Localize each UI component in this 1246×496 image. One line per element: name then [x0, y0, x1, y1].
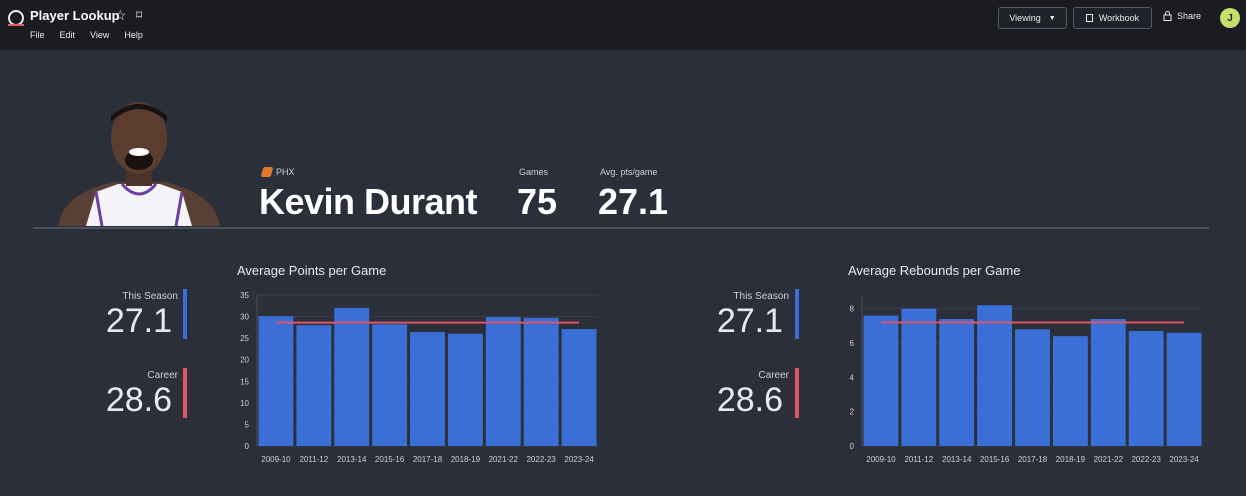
rebounds-bar — [1015, 329, 1050, 446]
rebounds-bar — [1166, 332, 1202, 446]
rebounds-bar — [1090, 319, 1126, 446]
rebounds-bar — [863, 315, 899, 446]
points-y-tick-label: 30 — [240, 313, 249, 322]
tag-icon[interactable]: ⌑ — [136, 8, 143, 22]
points-career-value: 28.6 — [105, 381, 172, 419]
menu-bar: File Edit View Help — [30, 30, 158, 40]
points-bar — [334, 307, 370, 446]
points-this-season-label: This Season — [122, 291, 178, 302]
player-name: Kevin Durant — [259, 181, 478, 222]
points-bar — [485, 317, 521, 446]
rebounds-x-tick-label: 2015-16 — [980, 455, 1010, 464]
points-y-tick-label: 0 — [245, 442, 250, 451]
avg-pts-value: 27.1 — [598, 181, 669, 222]
lock-icon — [1163, 11, 1172, 21]
menu-view[interactable]: View — [90, 30, 110, 40]
points-bar — [447, 333, 483, 446]
rebounds-y-tick-label: 6 — [850, 339, 855, 348]
points-bar — [372, 324, 408, 446]
rebounds-x-tick-label: 2017-18 — [1018, 455, 1048, 464]
rebounds-career-value: 28.6 — [716, 381, 783, 419]
rebounds-x-tick-label: 2011-12 — [904, 455, 933, 464]
menu-file[interactable]: File — [30, 30, 45, 40]
workbook-button[interactable]: Workbook — [1073, 7, 1152, 29]
rebounds-career-label: Career — [758, 370, 789, 381]
star-icon[interactable]: ☆ — [114, 7, 127, 23]
viewing-dropdown[interactable]: Viewing ▼ — [998, 7, 1067, 29]
points-x-tick-label: 2011-12 — [299, 455, 328, 464]
games-value: 75 — [517, 181, 558, 222]
rebounds-x-tick-label: 2021-22 — [1094, 455, 1124, 464]
points-this-season-value: 27.1 — [105, 302, 172, 340]
points-y-tick-label: 25 — [240, 334, 249, 343]
rebounds-bar — [977, 305, 1013, 446]
rebounds-x-tick-label: 2013-14 — [942, 455, 972, 464]
points-bar — [523, 317, 559, 446]
points-x-tick-label: 2018-19 — [451, 455, 481, 464]
points-x-tick-label: 2013-14 — [337, 455, 367, 464]
points-career-label: Career — [147, 370, 178, 381]
rebounds-career-accent — [795, 368, 799, 418]
points-x-tick-label: 2023-24 — [564, 455, 594, 464]
team-logo-icon — [260, 167, 274, 177]
team-abbr: PHX — [276, 167, 295, 177]
points-y-tick-label: 10 — [240, 399, 249, 408]
points-chart: 0 5 10 15 20 25 30 35 2009-10 2011-12 2013-14 2015-… — [240, 291, 598, 464]
menu-edit[interactable]: Edit — [59, 30, 76, 40]
points-x-tick-label: 2017-18 — [413, 455, 443, 464]
points-x-tick-label: 2009-10 — [261, 455, 291, 464]
page-title: Player Lookup — [30, 8, 120, 23]
rebounds-y-tick-label: 2 — [850, 408, 855, 417]
rebounds-bar — [939, 319, 975, 446]
points-y-tick-label: 5 — [245, 420, 250, 429]
rebounds-this-season-label: This Season — [733, 291, 789, 302]
share-button[interactable]: Share — [1163, 11, 1201, 21]
points-bar — [410, 332, 445, 446]
points-x-tick-label: 2022-23 — [526, 455, 556, 464]
viewing-label: Viewing — [1009, 13, 1041, 23]
points-career-accent — [183, 368, 187, 418]
team-badge: PHX — [260, 167, 295, 177]
rebounds-this-season-accent — [795, 289, 799, 339]
rebounds-y-tick-label: 0 — [850, 442, 855, 451]
avg-pts-label: Avg. pts/game — [600, 167, 658, 177]
rebounds-bar — [901, 308, 937, 446]
points-this-season-accent — [183, 289, 187, 339]
points-x-tick-label: 2015-16 — [375, 455, 405, 464]
workbook-icon — [1085, 14, 1093, 22]
rebounds-x-tick-label: 2023-24 — [1169, 455, 1199, 464]
workbook-label: Workbook — [1098, 13, 1140, 23]
top-bar: Player Lookup ☆ ⌑ File Edit View Help Vi… — [0, 0, 1246, 50]
chevron-down-icon: ▼ — [1048, 14, 1056, 22]
points-x-tick-label: 2021-22 — [489, 455, 519, 464]
rebounds-bar — [1128, 331, 1164, 446]
points-y-tick-label: 35 — [240, 291, 249, 300]
avatar[interactable]: J — [1220, 8, 1240, 28]
points-bar — [561, 329, 597, 446]
points-y-tick-label: 20 — [240, 356, 249, 365]
rebounds-this-season-value: 27.1 — [716, 302, 783, 340]
points-bar — [258, 316, 294, 446]
share-label: Share — [1177, 11, 1202, 21]
rebounds-chart-title: Average Rebounds per Game — [848, 263, 1021, 278]
player-photo — [58, 102, 220, 226]
app-logo-underline — [8, 24, 24, 26]
header-divider — [33, 227, 1209, 229]
menu-help[interactable]: Help — [124, 30, 143, 40]
rebounds-x-tick-label: 2022-23 — [1131, 455, 1161, 464]
points-y-tick-label: 15 — [240, 377, 249, 386]
rebounds-y-tick-label: 8 — [850, 305, 855, 314]
points-chart-title: Average Points per Game — [237, 263, 387, 278]
rebounds-y-tick-label: 4 — [850, 373, 855, 382]
games-label: Games — [519, 167, 549, 177]
rebounds-chart: 0 2 4 6 8 2009-10 2011-12 2013-14 2015-16 2017-18… — [850, 295, 1203, 464]
rebounds-x-tick-label: 2009-10 — [866, 455, 896, 464]
rebounds-x-tick-label: 2018-19 — [1056, 455, 1086, 464]
points-bar — [296, 325, 332, 446]
rebounds-bar — [1052, 336, 1088, 446]
